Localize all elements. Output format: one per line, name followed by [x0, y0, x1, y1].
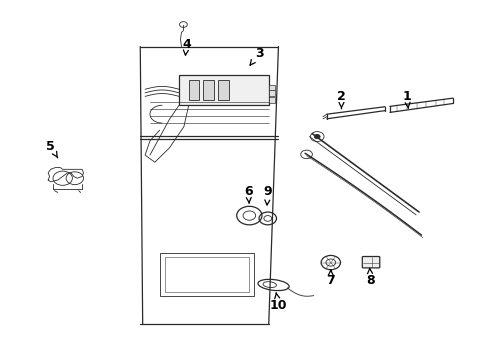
FancyBboxPatch shape	[362, 257, 379, 268]
Bar	[188, 80, 199, 100]
Text: 3: 3	[249, 47, 263, 65]
Bar	[217, 80, 228, 100]
Text: 4: 4	[182, 38, 190, 55]
Text: 9: 9	[263, 185, 271, 205]
Text: 1: 1	[402, 90, 410, 108]
Bar	[159, 253, 254, 296]
Bar	[203, 80, 214, 100]
Text: 7: 7	[326, 270, 334, 287]
Bar	[268, 97, 274, 103]
Circle shape	[314, 134, 320, 139]
Text: 8: 8	[366, 268, 374, 287]
Bar	[179, 75, 268, 105]
Bar	[164, 257, 249, 292]
Text: 10: 10	[269, 293, 286, 312]
Text: 5: 5	[46, 140, 58, 158]
Bar	[268, 90, 274, 96]
Bar	[268, 85, 274, 90]
Text: 2: 2	[336, 90, 345, 108]
Text: 6: 6	[244, 185, 252, 203]
